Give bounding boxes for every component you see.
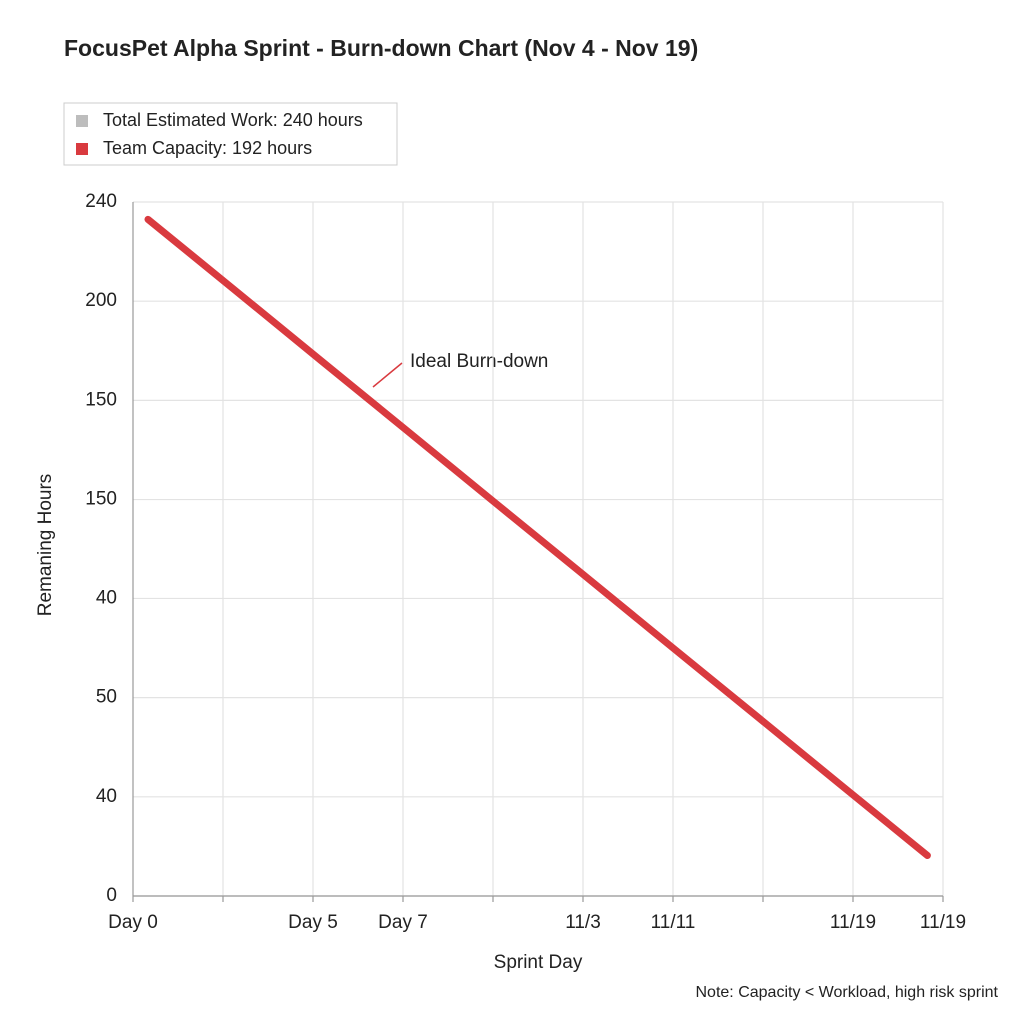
y-tick-label: 150 — [85, 389, 117, 410]
legend-box — [63, 102, 398, 166]
x-tick-label: 11/11 — [651, 912, 696, 933]
legend-label: Total Estimated Work: 240 hours — [103, 110, 363, 130]
series-line — [144, 215, 931, 860]
y-tick-label: 0 — [106, 885, 117, 906]
y-tick-label: 150 — [85, 489, 117, 510]
x-tick-label: 11/3 — [565, 912, 601, 933]
y-tick-label: 40 — [96, 786, 117, 807]
chart-title: FocusPet Alpha Sprint - Burn-down Chart … — [64, 35, 698, 61]
x-tick-label: Day 5 — [288, 912, 338, 933]
annotation-leader — [372, 362, 403, 388]
legend-swatch — [76, 115, 88, 127]
legend-label: Team Capacity: 192 hours — [103, 138, 312, 158]
y-tick-label: 50 — [96, 687, 117, 708]
x-tick-label: Day 0 — [108, 912, 158, 933]
legend-swatch — [76, 143, 88, 155]
y-tick-label: 200 — [85, 290, 117, 311]
annotation: Ideal Burn-down — [410, 351, 548, 372]
x-tick-label: Day 7 — [378, 912, 428, 933]
note: Note: Capacity < Workload, high risk spr… — [696, 984, 999, 1001]
x-tick-label: 11/19 — [830, 912, 876, 933]
x-tick-label: 11/19 — [920, 912, 966, 933]
x-axis-label: Sprint Day — [494, 952, 583, 973]
y-axis-label: Remaning Hours — [35, 474, 56, 617]
y-tick-label: 240 — [85, 191, 117, 212]
y-tick-label: 40 — [96, 587, 117, 608]
